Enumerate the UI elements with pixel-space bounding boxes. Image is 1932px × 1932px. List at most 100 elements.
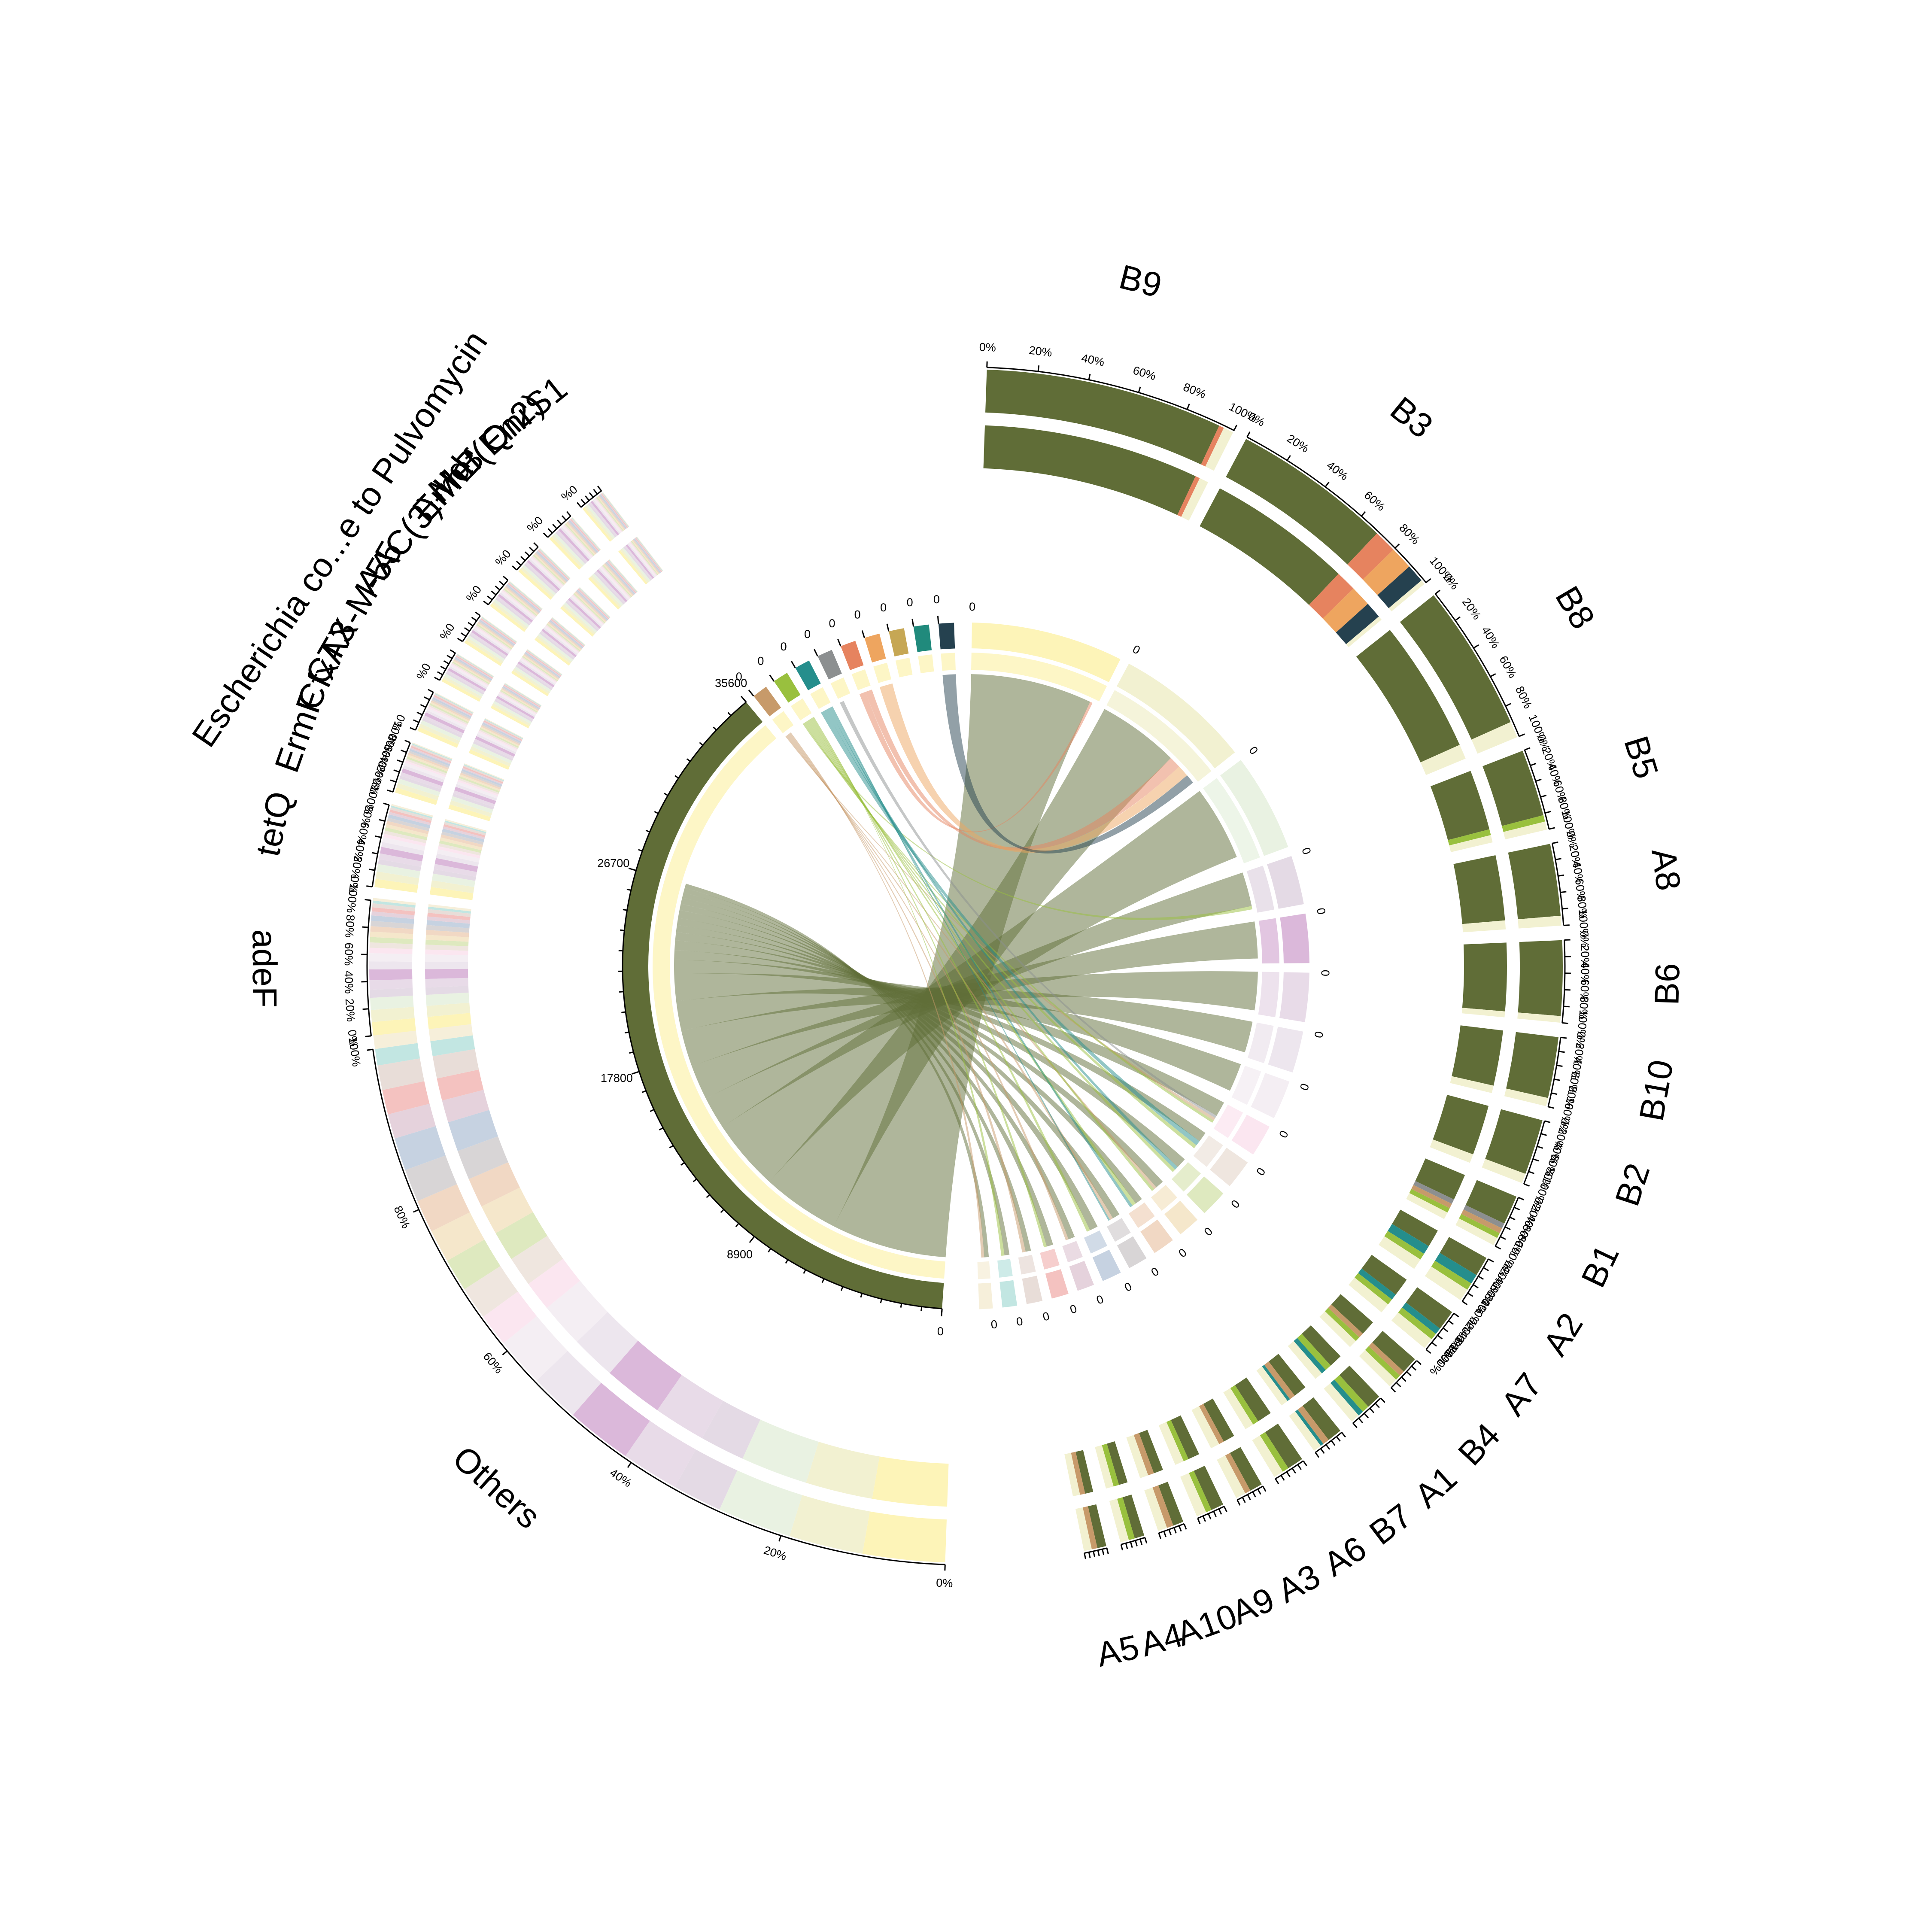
outer-segment [430,702,470,723]
outer-segment [529,559,562,589]
percent-tick [1563,924,1570,927]
outer-segment [1379,1236,1421,1269]
outer-segment [446,672,484,695]
percent-tick-label: 40% [1324,459,1350,483]
percent-tick [589,492,594,498]
outer-segment [522,656,558,681]
sector-tick-label: 0 [1068,1302,1078,1316]
outer-segment [546,624,580,653]
gene-tick [911,619,914,627]
outer-axis [462,615,481,642]
percent-tick [1443,1327,1449,1332]
sector-band-b4 [1151,1185,1177,1211]
percent-tick [1246,431,1251,437]
outer-axis [1561,940,1566,1023]
outer-segment [1504,1088,1548,1106]
outer-segment [789,1495,870,1554]
outer-segment [464,1266,518,1317]
outer-segment [625,1421,696,1487]
gene-minor-tick [624,1031,629,1034]
percent-tick-label: 100% [1427,1347,1456,1378]
sector-band-a6 [1084,1230,1108,1254]
outer-segment [1180,1473,1206,1516]
outer-segment [586,504,615,539]
percent-tick [1320,1448,1325,1454]
outer-segment [384,830,427,844]
outer-segment [539,548,571,579]
gene-minor-tick [638,849,643,852]
percent-tick [552,524,557,529]
gene-minor-tick [674,775,679,779]
outer-segment [1139,1430,1163,1473]
outer-segment [434,694,473,715]
sector-b4 [1164,1200,1198,1234]
sector-escherichia-co-e-to-pulvomycin [841,641,864,671]
outer-segment [1064,1452,1080,1497]
percent-tick [1163,1531,1166,1537]
sample-label-b2: B2 [1608,1159,1657,1211]
outer-segment [602,492,629,527]
sector-band-b10 [1247,1022,1274,1063]
outer-segment [1455,1218,1498,1245]
percent-tick-label: 80% [1513,684,1534,711]
outer-segment [525,652,561,678]
chord-link [683,888,1010,1256]
percent-tick [1396,1382,1401,1387]
outer-segment [433,869,476,881]
outer-segment [1502,815,1545,832]
outer-segment [1384,1231,1424,1260]
outer-segment [388,814,431,829]
percent-tick [580,498,586,504]
sample-label-b8: B8 [1548,580,1602,635]
outer-segment [536,551,568,582]
percent-tick-label: 20% [1460,595,1484,622]
sector-band-cfxa3 [810,687,831,709]
outer-segment [596,497,624,532]
gene-label-escherichia-co-e-to-pulvomycin: Escherichia co...e to Pulvomycin [185,324,495,754]
sample-label-b4: B4 [1451,1416,1507,1473]
outer-segment [1517,1012,1561,1023]
gene-axis [622,702,942,1309]
gene-tick [814,649,818,657]
outer-segment [455,656,493,680]
outer-segment [427,708,467,729]
outer-segment [629,542,657,576]
outer-segment [572,594,605,624]
outer-segment [558,528,590,562]
outer-segment [371,920,414,929]
gene-tick-label: 26700 [597,857,629,869]
outer-segment [457,1136,508,1179]
outer-segment [441,831,484,845]
outer-segment [372,903,416,911]
percent-tick [424,696,430,701]
outer-segment [553,533,585,566]
outer-segment [567,521,596,555]
sector-band-b3 [1106,690,1212,782]
outer-segment [577,589,609,620]
outer-segment [1181,478,1208,521]
percent-tick [416,711,423,716]
sector-band-adef [653,725,945,1279]
percent-tick-label: 0% [1573,1031,1588,1049]
percent-tick [1495,1245,1501,1250]
outer-segment [568,598,601,629]
gene-tick [861,630,865,638]
outer-segment [502,686,540,709]
outer-axis [547,515,571,538]
outer-segment [428,909,471,917]
outer-segment [557,530,588,563]
percent-tick [1084,1553,1086,1559]
outer-segment [496,595,532,624]
outer-segment [370,931,413,939]
outer-segment [513,668,550,694]
outer-segment [371,915,414,924]
outer-axis [371,805,390,887]
outer-segment [495,1212,547,1259]
percent-tick [1213,1511,1217,1517]
percent-tick [1560,1036,1567,1039]
outer-segment [477,622,514,648]
outer-segment [600,494,628,529]
outer-segment [369,953,413,962]
outer-segment [535,637,571,666]
outer-segment [451,662,489,686]
